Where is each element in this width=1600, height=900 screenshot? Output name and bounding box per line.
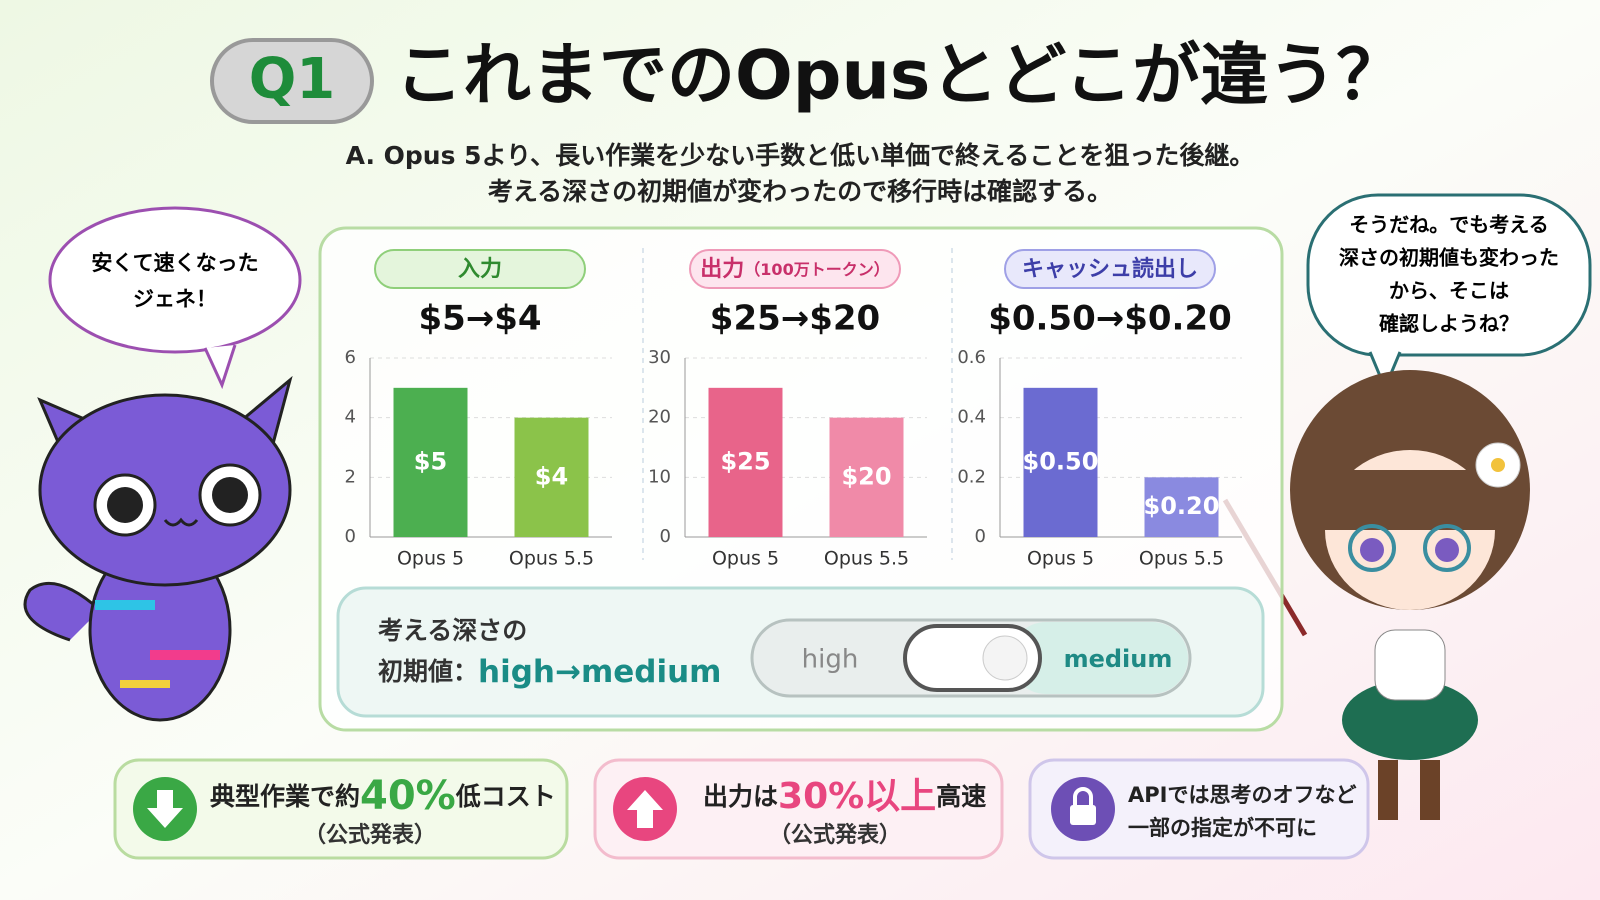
y-tick-label: 0: [660, 526, 671, 547]
chart-sublabel: （100万トークン）: [744, 260, 889, 279]
bar: [514, 417, 589, 537]
bar-value-label: $5: [414, 447, 447, 475]
card-highlight: 30%以上: [778, 776, 936, 817]
card-text: 出力は: [703, 782, 778, 811]
y-tick-label: 2: [345, 466, 356, 487]
bubble-text: 安くて速くなった: [91, 251, 258, 275]
chart-label-pill: [689, 249, 901, 289]
bar-value-label: $20: [841, 462, 891, 490]
chart-headline: $5→$4: [418, 299, 541, 339]
icon-lock-body: [1070, 805, 1096, 825]
bar: [1023, 387, 1098, 537]
card: [593, 758, 1004, 860]
card-text: 低コスト: [455, 782, 556, 811]
y-tick-label: 20: [648, 407, 671, 428]
speech-bubble: [48, 206, 302, 354]
toggle-knob-dot: [982, 635, 1028, 681]
card-text: 出力は30%以上高速: [703, 776, 986, 817]
card-text: APIでは思考のオフなど: [1128, 783, 1356, 807]
bar: [393, 387, 468, 537]
y-tick-label: 0: [975, 526, 986, 547]
chart-label: キャッシュ読出し: [1022, 256, 1198, 282]
chart-headline: $25→$20: [710, 299, 880, 339]
toggle-option: high: [802, 645, 859, 675]
y-tick-label: 30: [648, 347, 671, 368]
chart-label: 出力（100万トークン）: [700, 257, 889, 282]
thinking-label: 考える深さの: [378, 616, 527, 645]
chart-label-pill: [374, 249, 586, 289]
card: [113, 758, 569, 860]
x-tick-label: Opus 5: [1027, 548, 1094, 570]
card-text: 典型作業で約40%低コスト: [210, 773, 556, 819]
thinking-label: 初期値：high→medium: [378, 654, 721, 690]
bubble-tail: [203, 344, 237, 390]
bar-value-label: $4: [535, 462, 568, 490]
y-tick-label: 10: [648, 466, 671, 487]
thinking-label: 初期値：: [378, 657, 478, 686]
answer: 考える深さの初期値が変わったので移行時は確認する。: [488, 177, 1112, 206]
chart-label: 入力: [458, 257, 502, 282]
bubble-text: 深さの初期値も変わった: [1339, 246, 1559, 270]
card: [1028, 758, 1370, 860]
bar-value-label: $0.50: [1023, 447, 1099, 475]
badge: [210, 38, 374, 124]
card-text: 一部の指定が不可に: [1128, 816, 1317, 840]
chart-headline: $0.50→$0.20: [988, 299, 1232, 339]
icon-lock-shackle: [1073, 787, 1093, 805]
card-text: 典型作業で約: [210, 782, 360, 811]
bubble-text: ジェネ！: [133, 287, 217, 311]
y-tick-label: 0.2: [957, 466, 986, 487]
y-tick-label: 0.6: [957, 347, 986, 368]
card-highlight: 40%: [360, 773, 456, 819]
card-note: （公式発表）: [769, 823, 901, 848]
x-tick-label: Opus 5.5: [509, 548, 594, 570]
bubble-text: 確認しようね？: [1379, 312, 1519, 336]
x-tick-label: Opus 5.5: [1139, 548, 1224, 570]
bar: [829, 417, 904, 537]
bubble-text: そうだね。でも考える: [1349, 213, 1548, 237]
cat-illustration: [23, 375, 293, 722]
girl-illustration: [1222, 370, 1530, 820]
icon-arrow: [627, 790, 663, 828]
bar-value-label: $0.20: [1144, 492, 1220, 520]
icon-arrow: [147, 790, 183, 828]
x-tick-label: Opus 5: [397, 548, 464, 570]
y-tick-label: 4: [345, 407, 356, 428]
card-text: 高速: [936, 782, 986, 811]
title: これまでのOpusとどこが違う？: [395, 37, 1404, 116]
bar-value-label: $25: [720, 447, 770, 475]
answer: A. Opus 5より、長い作業を少ない手数と低い単価で終えることを狙った後継。: [346, 141, 1255, 170]
x-tick-label: Opus 5.5: [824, 548, 909, 570]
speech-bubble: [1306, 193, 1592, 357]
bar: [1144, 477, 1219, 537]
bubble-text: から、そこは: [1389, 279, 1509, 303]
y-tick-label: 0.4: [957, 407, 986, 428]
bar: [708, 387, 783, 537]
badge-text: Q1: [249, 47, 336, 112]
toggle-active: [1010, 622, 1188, 694]
y-tick-label: 0: [345, 526, 356, 547]
toggle-option: medium: [1064, 645, 1173, 673]
y-tick-label: 6: [345, 347, 356, 368]
chart-label-pill: [1004, 249, 1216, 289]
chart-label: 入力: [458, 257, 502, 282]
x-tick-label: Opus 5: [712, 548, 779, 570]
thinking-change: high→medium: [478, 654, 721, 690]
chart-label: 出力: [700, 257, 744, 282]
card-note: （公式発表）: [304, 823, 436, 848]
chart-label: キャッシュ読出し: [1022, 256, 1198, 282]
